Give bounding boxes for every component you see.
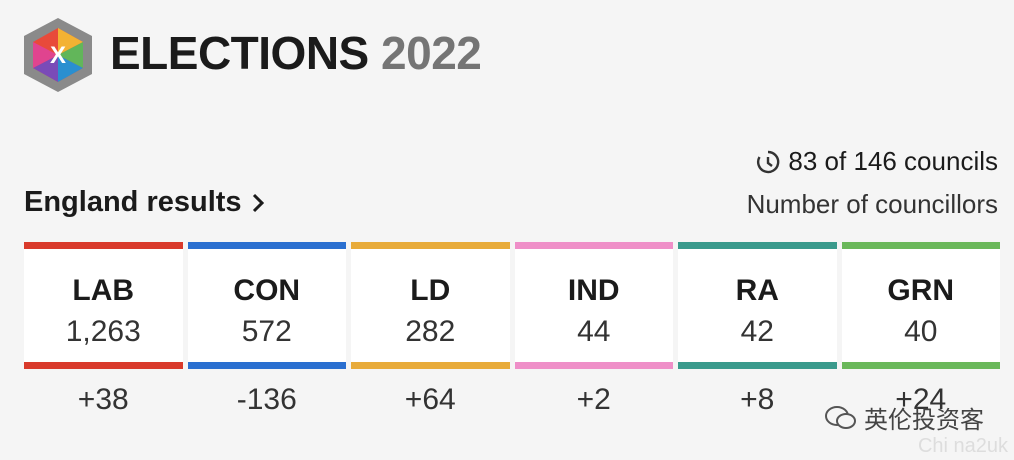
card-body: CON 572 — [187, 249, 346, 362]
party-change: +2 — [576, 383, 611, 416]
logo: X — [24, 18, 92, 92]
progress: 83 of 146 councils — [756, 146, 998, 177]
watermark-name: 英伦投资客 — [864, 407, 984, 434]
party-seats: 44 — [577, 315, 611, 348]
party-card: CON 572 -136 — [187, 242, 346, 417]
party-card: GRN 40 +24 — [841, 242, 1000, 417]
party-seats: 572 — [241, 315, 292, 348]
party-change: +64 — [404, 383, 456, 416]
year: 2022 — [381, 27, 482, 79]
party-seats: 40 — [904, 315, 938, 348]
progress-text: 83 of 146 councils — [788, 146, 998, 176]
logo-letter: X — [50, 42, 66, 69]
party-color-bar — [24, 242, 183, 249]
party-name: CON — [233, 274, 301, 307]
party-name: LAB — [72, 274, 135, 307]
party-card: LD 282 +64 — [351, 242, 510, 417]
card-body: LD 282 — [351, 249, 510, 362]
party-change: -136 — [236, 383, 297, 416]
title-text: ELECTIONS — [110, 27, 369, 79]
party-name: RA — [735, 274, 779, 307]
watermark-handle: Chi na2uk — [917, 435, 1008, 457]
party-seats: 42 — [740, 315, 774, 348]
party-card: LAB 1,263 +38 — [24, 242, 183, 417]
card-body: GRN 40 — [841, 249, 1000, 362]
party-name: GRN — [887, 274, 955, 307]
party-color-bar — [678, 242, 837, 249]
party-color-bar — [841, 362, 1000, 369]
party-seats: 1,263 — [65, 315, 141, 348]
party-color-bar — [24, 362, 183, 369]
card-body: IND 44 — [514, 249, 673, 362]
title: ELECTIONS 2022 — [110, 26, 482, 80]
party-change: +38 — [77, 383, 129, 416]
watermark: 英伦投资客 — [824, 400, 984, 435]
party-name: IND — [567, 274, 620, 307]
party-name: LD — [410, 274, 451, 307]
chevron — [252, 193, 264, 212]
unit-label: Number of councillors — [746, 189, 998, 219]
section-title[interactable]: England results — [24, 186, 242, 218]
party-color-bar — [514, 362, 673, 369]
party-card: RA 42 +8 — [678, 242, 837, 417]
party-color-bar — [841, 242, 1000, 249]
section-link[interactable]: England results — [24, 186, 264, 219]
wechat-icon — [825, 405, 856, 429]
party-color-bar — [351, 242, 510, 249]
party-change: +8 — [740, 383, 775, 416]
clock-icon — [757, 150, 780, 173]
party-color-bar — [514, 242, 673, 249]
party-color-bar — [351, 362, 510, 369]
party-change: +24 — [895, 383, 947, 416]
party-card: IND 44 +2 — [514, 242, 673, 417]
results: LAB 1,263 +38 CON 572 -136 LD 282 +64 IND 44 +2 RA 42… — [24, 242, 1000, 417]
card-body: RA 42 — [678, 249, 837, 362]
card-body: LAB 1,263 — [24, 249, 183, 362]
party-color-bar — [678, 362, 837, 369]
party-color-bar — [187, 242, 346, 249]
party-color-bar — [187, 362, 346, 369]
party-seats: 282 — [405, 315, 456, 348]
